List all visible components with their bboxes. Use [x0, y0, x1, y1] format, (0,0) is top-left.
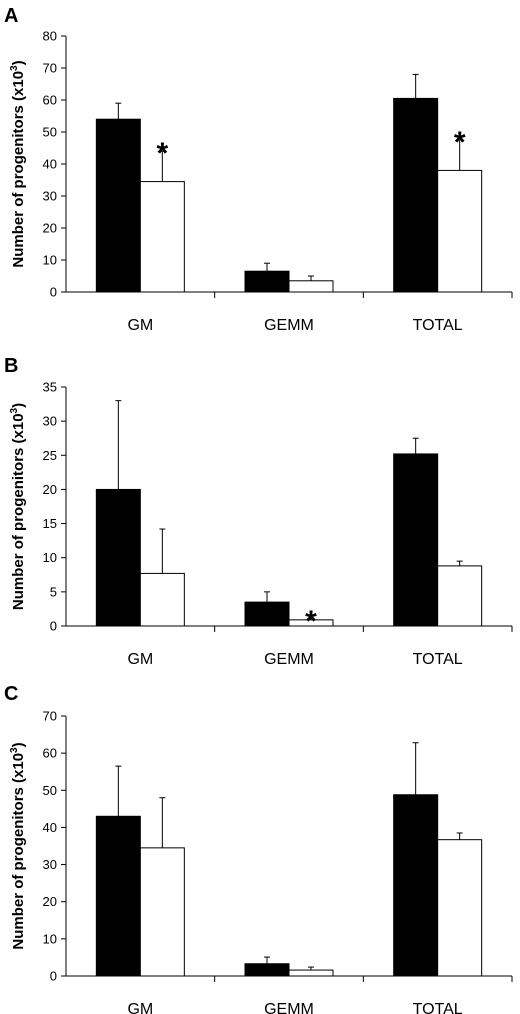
bar: [244, 601, 290, 627]
bar: [139, 572, 185, 627]
y-tick-label: 0: [50, 969, 57, 984]
y-tick-label: 20: [43, 894, 57, 909]
bar: [244, 270, 290, 293]
significance-marker: *: [156, 137, 168, 170]
x-tick-label: GEMM: [264, 317, 314, 334]
x-tick-label: GM: [127, 651, 153, 668]
y-tick-label: 20: [43, 221, 57, 236]
bar: [95, 118, 141, 293]
y-tick-label: 40: [43, 157, 57, 172]
bar: [437, 839, 483, 977]
y-tick-label: 15: [43, 516, 57, 531]
panel-label: C: [4, 683, 18, 705]
panel-label: B: [4, 355, 18, 377]
y-tick-label: 0: [50, 285, 57, 300]
bar: [393, 794, 439, 977]
bar: [437, 565, 483, 627]
x-tick-label: TOTAL: [413, 317, 463, 334]
y-tick-label: 30: [43, 857, 57, 872]
y-tick-label: 30: [43, 414, 57, 429]
chart-panel-b: B 0 5 10 15 20 25 30 35 Number of progenitors (x1…: [4, 355, 513, 668]
bar: [437, 169, 483, 293]
bar: [95, 488, 141, 627]
chart-panel-a: A 0 10 20 30 40 50 60 70 80 Number of progenitors …: [4, 5, 513, 334]
bar: [95, 815, 141, 977]
y-tick-label: 70: [43, 709, 57, 724]
y-tick-label: 40: [43, 820, 57, 835]
y-tick-label: 10: [43, 253, 57, 268]
y-axis-label: Number of progenitors (x103): [9, 742, 27, 949]
y-tick-label: 0: [50, 619, 57, 634]
bar: [393, 97, 439, 293]
bar: [244, 963, 290, 977]
y-tick-label: 50: [43, 783, 57, 798]
y-tick-label: 10: [43, 931, 57, 946]
y-tick-label: 25: [43, 448, 57, 463]
x-tick-label: TOTAL: [413, 1001, 463, 1014]
x-tick-label: GM: [127, 1001, 153, 1014]
y-axis-label: Number of progenitors (x103): [9, 403, 27, 610]
x-tick-label: GEMM: [264, 1001, 314, 1014]
x-tick-label: TOTAL: [413, 651, 463, 668]
y-tick-label: 10: [43, 550, 57, 565]
bar: [288, 280, 334, 293]
y-tick-label: 5: [50, 584, 57, 599]
y-tick-label: 50: [43, 125, 57, 140]
panel-label: A: [4, 5, 18, 27]
bar: [288, 969, 334, 977]
bar: [139, 181, 185, 293]
chart-panel-c: C 0 10 20 30 40 50 60 70 Number of progenitors (x…: [4, 683, 513, 1014]
y-axis-label: Number of progenitors (x103): [9, 60, 27, 267]
y-tick-label: 60: [43, 93, 57, 108]
y-tick-label: 30: [43, 189, 57, 204]
bar: [393, 453, 439, 627]
y-tick-label: 35: [43, 380, 57, 395]
y-tick-label: 20: [43, 482, 57, 497]
x-tick-label: GM: [127, 317, 153, 334]
significance-marker: *: [305, 605, 317, 638]
bar: [139, 847, 185, 977]
significance-marker: *: [454, 126, 466, 159]
y-tick-label: 70: [43, 61, 57, 76]
x-tick-label: GEMM: [264, 651, 314, 668]
y-tick-label: 80: [43, 29, 57, 44]
y-tick-label: 60: [43, 746, 57, 761]
